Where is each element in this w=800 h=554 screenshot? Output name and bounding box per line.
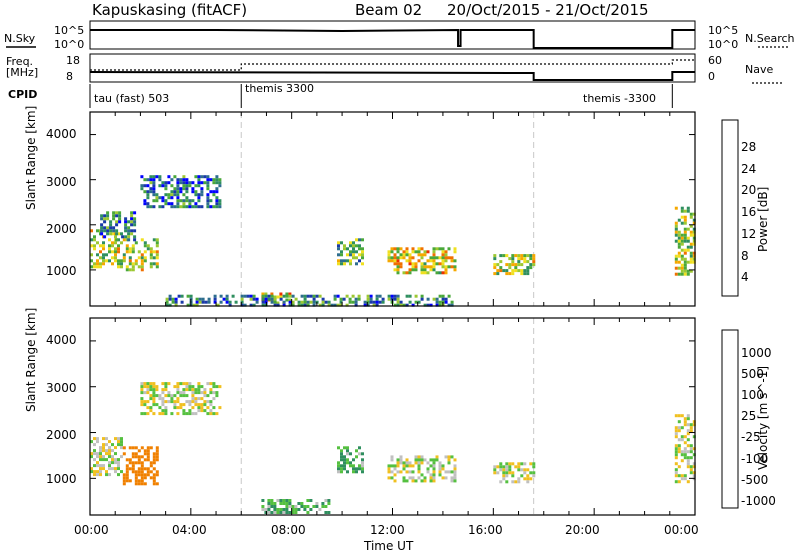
freq-panel-frame: [89, 53, 696, 83]
velocity-scatter-patch: [387, 455, 457, 483]
power-scatter-patch: [100, 211, 137, 242]
velocity-scatter-patch: [140, 382, 222, 416]
nsearch-label: N.Search: [745, 32, 795, 45]
power-ytick: 3000: [46, 175, 77, 189]
station-title: Kapuskasing (fitACF): [92, 1, 248, 19]
velocity-ytick: 2000: [46, 428, 77, 442]
velocity-ytick: 4000: [46, 333, 77, 347]
xtick: 04:00: [172, 523, 207, 537]
velocity-ytick: 3000: [46, 381, 77, 395]
power-scatter-patch: [140, 175, 222, 209]
xtick: 16:00: [468, 523, 503, 537]
freq-trace: [89, 71, 695, 81]
nsky-tick-bottom: 10^0: [54, 38, 85, 51]
velocity-colorbar-frame: [721, 329, 739, 509]
velocity-cb-tick: -100: [741, 452, 769, 466]
cpid-segment-1: tau (fast) 503: [94, 92, 170, 105]
velocity-cb-tick: -1000: [741, 494, 776, 508]
power-colorbar-frame: [721, 119, 739, 297]
power-cb-tick: 12: [741, 227, 757, 241]
nsky-label: N.Sky: [4, 32, 36, 45]
power-cb-tick: 20: [741, 183, 757, 197]
xtick: 08:00: [271, 523, 306, 537]
velocity-panel-bg: [90, 318, 695, 515]
date-range: 20/Oct/2015 - 21/Oct/2015: [447, 1, 649, 19]
power-scatter-patch: [337, 238, 364, 266]
nsky-panel-frame: [89, 20, 696, 50]
nsearch-tick-top: 10^5: [708, 24, 739, 37]
power-ytick: 2000: [46, 222, 77, 236]
power-colorbar-label: Power [dB]: [756, 186, 770, 252]
velocity-scatter-patch: [674, 414, 696, 484]
power-panel-bg: [90, 112, 695, 306]
power-ylabel: Slant Range [km]: [24, 105, 38, 210]
xtick: 00:00: [74, 523, 109, 537]
freq-label: Freq.: [6, 55, 34, 68]
power-scatter-patch: [387, 247, 457, 275]
nave-tick-top: 60: [708, 54, 722, 67]
cpid-segment-3: themis -3300: [583, 92, 657, 105]
nave-trace: [90, 59, 695, 71]
xtick: 00:00: [664, 523, 699, 537]
velocity-cb-tick: 1000: [741, 346, 772, 360]
cpid-label: CPID: [8, 88, 38, 101]
power-cb-tick: 8: [741, 249, 749, 263]
velocity-scatter-patch: [261, 499, 331, 514]
velocity-cb-tick: 500: [741, 367, 764, 381]
power-cb-tick: 4: [741, 270, 749, 284]
power-cb-tick: 24: [741, 162, 757, 176]
xlabel: Time UT: [364, 539, 414, 553]
power-cb-tick: 28: [741, 140, 757, 154]
nave-tick-bottom: 0: [708, 70, 715, 83]
velocity-scatter-patch: [90, 437, 123, 477]
velocity-ytick: 1000: [46, 472, 77, 486]
xtick: 12:00: [370, 523, 405, 537]
xtick: 20:00: [565, 523, 600, 537]
velocity-scatter-patch: [337, 446, 364, 474]
beam-label: Beam 02: [355, 1, 423, 19]
nsky-tick-top: 10^5: [54, 24, 85, 37]
freq-tick-top: 18: [66, 54, 80, 67]
power-cb-tick: 16: [741, 205, 757, 219]
power-scatter-patch: [165, 294, 454, 307]
velocity-scatter-patch: [493, 462, 536, 484]
freq-unit-label: [MHz]: [6, 66, 39, 79]
nave-label: Nave: [745, 63, 774, 76]
velocity-cb-tick: -500: [741, 473, 769, 487]
nsearch-tick-bottom: 10^0: [708, 38, 739, 51]
power-ytick: 1000: [46, 264, 77, 278]
velocity-scatter-patch: [122, 446, 159, 486]
power-ytick: 4000: [46, 127, 77, 141]
power-scatter-patch: [122, 238, 159, 272]
power-scatter-patch: [90, 229, 123, 269]
nsky-trace: [90, 28, 695, 49]
power-scatter-patch: [674, 206, 696, 276]
velocity-cb-tick: 100: [741, 388, 764, 402]
velocity-ylabel: Slant Range [km]: [24, 307, 38, 412]
freq-tick-bottom: 8: [66, 70, 73, 83]
velocity-cb-tick: 25: [741, 409, 757, 423]
cpid-segment-2: themis 3300: [245, 82, 315, 95]
velocity-cb-tick: -25: [741, 430, 761, 444]
power-scatter-patch: [493, 254, 536, 276]
